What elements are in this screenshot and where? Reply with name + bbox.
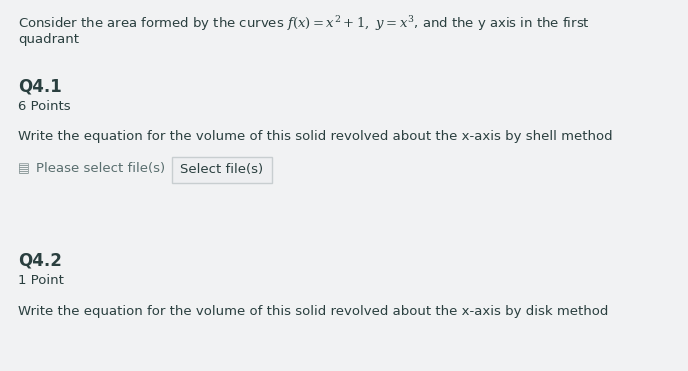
FancyBboxPatch shape	[172, 157, 272, 183]
Text: quadrant: quadrant	[18, 33, 79, 46]
Text: Q4.2: Q4.2	[18, 252, 62, 270]
Text: Q4.1: Q4.1	[18, 78, 62, 96]
Text: ▤: ▤	[18, 162, 30, 175]
Text: Select file(s): Select file(s)	[180, 162, 264, 175]
Text: Write the equation for the volume of this solid revolved about the x-axis by she: Write the equation for the volume of thi…	[18, 130, 612, 143]
Text: Consider the area formed by the curves $f(x) = x^2 + 1,\ y = x^3$, and the y axi: Consider the area formed by the curves $…	[18, 14, 590, 33]
Text: Write the equation for the volume of this solid revolved about the x-axis by dis: Write the equation for the volume of thi…	[18, 305, 608, 318]
Text: 1 Point: 1 Point	[18, 274, 64, 287]
Text: Please select file(s): Please select file(s)	[36, 162, 165, 175]
Text: 6 Points: 6 Points	[18, 100, 71, 113]
